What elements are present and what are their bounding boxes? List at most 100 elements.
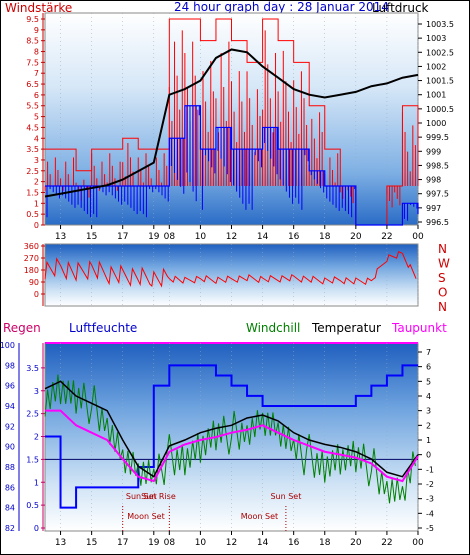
wind-tick-label: 5	[34, 113, 39, 122]
hour-label: 20	[350, 538, 362, 548]
humidity-temp-series	[44, 364, 419, 509]
humidity-tick-label: 82	[5, 524, 15, 533]
wind-direction-line	[44, 250, 417, 288]
temperature-tick-label: 4	[426, 392, 431, 401]
annotation-label: Sun Set	[126, 492, 157, 501]
humidity-tick-label: 94	[5, 402, 15, 411]
hour-label: 19	[148, 232, 160, 242]
wind-tick-label: 1.5	[26, 188, 39, 197]
legend-regen: Regen	[3, 321, 41, 335]
hour-label: 00	[412, 538, 424, 548]
wind-tick-label: 0	[34, 221, 39, 230]
humidity-tick-label: 84	[5, 504, 15, 513]
hour-label: 22	[381, 232, 392, 242]
rain-axis-ticks: 0 0.5 1 1.5 2 2.5 3 3.5	[26, 343, 45, 533]
annotation-label: Moon Set	[127, 512, 164, 521]
wind-tick-label: 9.5	[26, 15, 39, 24]
rain-tick-label: 0	[34, 524, 39, 533]
wind-direction-series	[44, 250, 417, 288]
pressure-tick-label: 997	[426, 204, 441, 213]
pressure-tick-label: 1001.5	[426, 77, 454, 86]
wind-tick-label: 4.5	[26, 123, 39, 132]
hour-label: 22	[381, 538, 392, 548]
windchill-line	[44, 374, 416, 504]
humidity-tick-label: 88	[5, 463, 15, 472]
legend-windchill: Windchill	[246, 321, 300, 335]
pressure-line	[44, 48, 419, 198]
humidity-tick-label: 100	[1, 341, 15, 350]
hour-label: 20	[350, 232, 362, 242]
legend-temperatur: Temperatur	[311, 321, 381, 335]
hour-label: 13	[55, 538, 66, 548]
compass-label: N	[438, 300, 447, 314]
wind-tick-label: 7	[34, 69, 39, 78]
wind-tick-label: 3.5	[26, 145, 39, 154]
humidity-tick-label: 96	[5, 382, 15, 391]
direction-tick-label: 90	[29, 278, 39, 287]
compass-label: N	[438, 242, 447, 256]
annotation-label: Sun Rise	[141, 492, 176, 501]
legend-taupunkt: Taupunkt	[391, 321, 447, 335]
direction-tick-label: 360	[24, 242, 39, 251]
temperature-tick-label: 5	[426, 377, 431, 386]
annotation-label: Moon Set	[241, 512, 278, 521]
humidity-tick-label: 86	[5, 483, 15, 492]
humidity-tick-label: 92	[5, 422, 15, 431]
wind-tick-label: 6	[34, 91, 39, 100]
hour-label: 08	[164, 232, 176, 242]
wind-axis-title: Windstärke	[5, 1, 72, 15]
wind-tick-label: 7.5	[26, 58, 39, 67]
rain-tick-label: 1.5	[26, 455, 39, 464]
wind-tick-label: 5.5	[26, 102, 39, 111]
hour-label: 15	[86, 232, 97, 242]
rain-tick-label: 0.5	[26, 501, 39, 510]
rain-tick-label: 2	[34, 433, 39, 442]
pressure-tick-label: 998	[426, 176, 441, 185]
pressure-tick-label: 1003	[426, 34, 446, 43]
humidity-tick-label: 98	[5, 361, 15, 370]
wind-tick-label: 8.5	[26, 37, 39, 46]
pressure-tick-label: 1003.5	[426, 20, 454, 29]
chart-title: 24 hour graph day : 28 Januar 2014	[174, 1, 389, 14]
temperature-axis-ticks: -5 -4 -3 -2 -1 0 1 2 3 4 5 6 7	[418, 348, 434, 533]
temperature-tick-label: -1	[426, 465, 434, 474]
temperature-tick-label: -4	[426, 509, 434, 518]
wind-tick-label: 3	[34, 156, 39, 165]
pressure-tick-label: 999.5	[426, 133, 449, 142]
humidity-tick-label: 90	[5, 443, 15, 452]
temperature-tick-label: 7	[426, 348, 431, 357]
temperature-tick-label: 0	[426, 451, 431, 460]
compass-label: W	[438, 257, 450, 271]
temperature-tick-label: 2	[426, 421, 431, 430]
humidity-line	[45, 364, 418, 509]
hour-label: 16	[288, 538, 300, 548]
hour-label: 18	[319, 538, 331, 548]
wind-tick-label: 9	[34, 26, 39, 35]
temperature-tick-label: 1	[426, 436, 431, 445]
wind-direction-plot-area	[45, 244, 418, 306]
pressure-tick-label: 1002	[426, 62, 446, 71]
hour-label: 19	[148, 538, 160, 548]
temperature-tick-label: -3	[426, 495, 434, 504]
humidity-axis-ticks: 82 84 86 88 90 92 94 96 98 100	[1, 341, 20, 533]
hour-label: 15	[86, 538, 97, 548]
pressure-tick-label: 1000.5	[426, 105, 454, 114]
direction-tick-label: 270	[24, 254, 39, 263]
pressure-tick-label: 996.5	[426, 218, 449, 227]
hour-label: 10	[195, 232, 207, 242]
direction-tick-label: 0	[34, 290, 39, 299]
legend-luftfeuchte: Luftfeuchte	[69, 321, 137, 335]
wind-pressure-series	[44, 18, 419, 226]
hour-label: 18	[319, 232, 331, 242]
rain-tick-label: 1	[34, 478, 39, 487]
temperature-tick-label: 6	[426, 363, 431, 372]
rain-tick-label: 2.5	[26, 410, 39, 419]
compass-label: S	[438, 271, 446, 285]
hour-label: 08	[164, 538, 176, 548]
hour-label: 00	[412, 232, 424, 242]
direction-tick-label: 180	[24, 266, 39, 275]
pressure-tick-label: 1000	[426, 119, 446, 128]
